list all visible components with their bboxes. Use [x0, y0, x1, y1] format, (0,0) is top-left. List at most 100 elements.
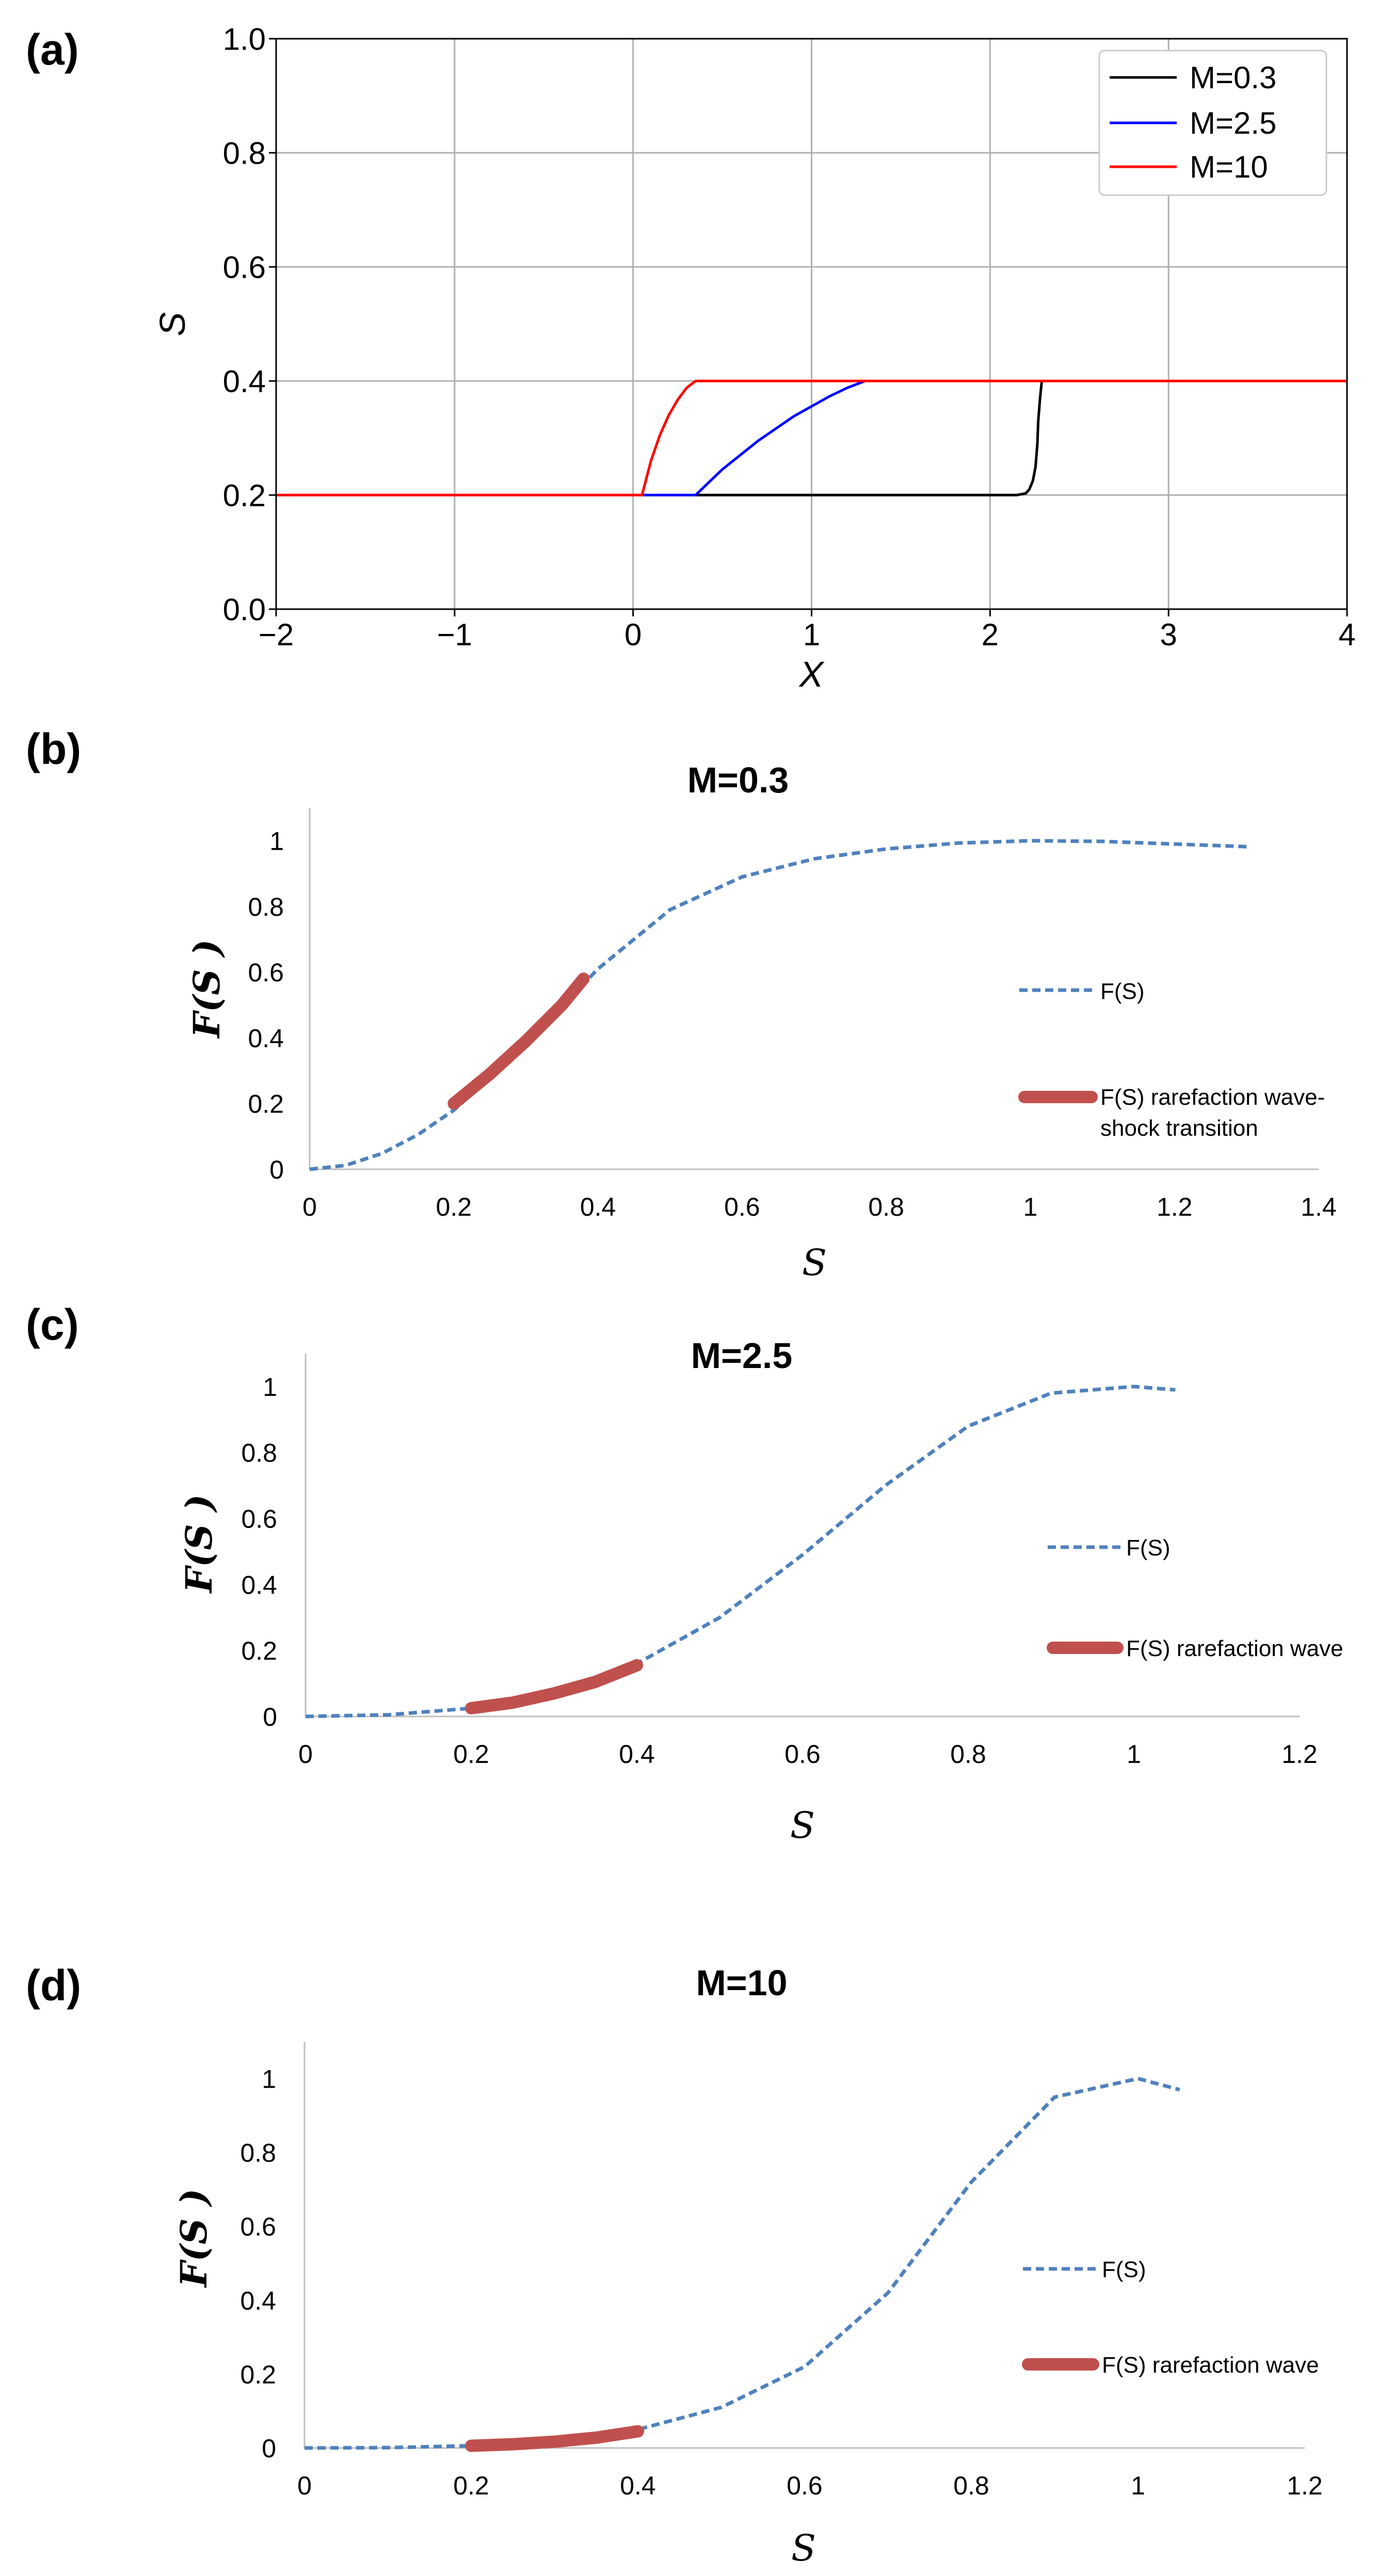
y-tick-label: 1: [262, 2065, 276, 2094]
legend-label-fs-b: F(S): [1100, 979, 1145, 1004]
chart-title-c: M=2.5: [691, 1335, 793, 1376]
legend-label-m10: M=10: [1190, 150, 1268, 184]
panel-a: (a) −2 −1 0 1 2 3 4 0.0 0.2 0.4 0.6 0.8 1.0 X S M=0…: [26, 22, 1356, 694]
y-tick-label: 0: [263, 1703, 277, 1731]
legend-d: F(S) F(S) rarefaction wave: [1022, 2257, 1319, 2378]
x-tick-label: 0.8: [950, 1740, 986, 1769]
y-ticks-a: 0.0 0.2 0.4 0.6 0.8 1.0: [223, 22, 276, 627]
series-line-m-2-5: [276, 379, 1347, 497]
chart-title-d: M=10: [696, 1963, 787, 2003]
x-tick-label: 4: [1338, 617, 1355, 652]
series-line-rarefaction-thick: [465, 2425, 644, 2452]
panel-c: (c) M=2.5 0 0.2 0.4 0.6 0.8 1 1.2 0 0.2 0.4 0.6 0.…: [26, 1300, 1343, 1847]
x-tick-label: 0.8: [953, 2471, 989, 2500]
y-tick-label: 0.6: [241, 1505, 277, 1534]
x-tick-label: 0: [302, 1192, 317, 1221]
y-tick-label: 0.4: [241, 1570, 277, 1599]
legend-label-rarefaction-c: F(S) rarefaction wave: [1126, 1636, 1343, 1661]
legend-c: F(S) F(S) rarefaction wave: [1047, 1535, 1343, 1661]
x-tick-label: 0.4: [619, 1740, 655, 1769]
x-tick-label: 0: [297, 2471, 312, 2500]
x-axis-label-b: S: [802, 1242, 827, 1284]
x-tick-label: 2: [982, 617, 999, 652]
x-axis-label-c: S: [790, 1804, 815, 1847]
y-axis-label-a: S: [152, 312, 193, 337]
series-line-m-0-3: [276, 379, 1347, 497]
y-tick-label: 0.6: [223, 250, 266, 285]
series-lines-b: [309, 839, 1247, 1171]
y-ticks-b: 0 0.2 0.4 0.6 0.8 1: [248, 827, 284, 1184]
y-tick-label: 0.6: [240, 2213, 276, 2241]
x-tick-label: 1.4: [1301, 1192, 1337, 1221]
y-tick-label: 0.2: [248, 1090, 284, 1119]
legend-label-fs-c: F(S): [1126, 1535, 1171, 1561]
panel-label-a: (a): [26, 25, 79, 74]
x-tick-label: 3: [1160, 617, 1177, 652]
series-line-fs-dashed: [309, 839, 1247, 1171]
x-ticks-d: 0 0.2 0.4 0.6 0.8 1 1.2: [297, 2471, 1323, 2500]
legend-label-fs-d: F(S): [1102, 2257, 1146, 2282]
panel-b: (b) M=0.3 0 0.2 0.4 0.6 0.8 1 1.2 1.4 0 0.2 0.4 0.…: [26, 725, 1337, 1284]
y-ticks-d: 0 0.2 0.4 0.6 0.8 1: [240, 2065, 276, 2463]
x-tick-label: 1: [803, 617, 820, 652]
panel-label-d: (d): [26, 1961, 81, 2010]
x-tick-label: −2: [259, 617, 294, 652]
series-line-fs-dashed: [304, 2076, 1180, 2450]
series-line-rarefaction-thick: [447, 972, 590, 1110]
x-tick-label: 1: [1127, 1740, 1141, 1769]
legend-label-m25: M=2.5: [1190, 106, 1276, 140]
x-ticks-a: −2 −1 0 1 2 3 4: [259, 609, 1356, 652]
y-axis-label-d: F(S ): [172, 2189, 215, 2288]
y-tick-label: 0.8: [223, 136, 266, 171]
series-line-rarefaction-thick: [465, 1659, 643, 1714]
x-tick-label: 1.2: [1157, 1192, 1193, 1221]
y-tick-label: 0: [269, 1155, 284, 1184]
legend-label-rarefaction-b: F(S) rarefaction wave- shock transition: [1100, 1085, 1331, 1141]
y-tick-label: 0.8: [248, 893, 284, 921]
y-tick-label: 0.2: [223, 479, 266, 513]
y-tick-label: 0.4: [248, 1024, 284, 1053]
y-tick-label: 0.8: [241, 1439, 277, 1468]
series-lines-a: [276, 379, 1347, 497]
x-tick-label: 0.6: [724, 1192, 760, 1221]
y-tick-label: 0.0: [223, 593, 266, 627]
legend-label-rarefaction-b-line2: shock transition: [1100, 1116, 1258, 1141]
x-tick-label: 0.8: [868, 1192, 904, 1221]
legend-a: M=0.3 M=2.5 M=10: [1098, 50, 1327, 196]
panel-d: (d) M=10 0 0.2 0.4 0.6 0.8 1 1.2 0 0.2 0.4 0.6 0.8…: [26, 1961, 1323, 2569]
legend-box-a: [1098, 50, 1327, 196]
x-tick-label: −1: [437, 617, 472, 652]
x-tick-label: 0.6: [787, 2471, 823, 2500]
series-line-fs-dashed: [305, 1385, 1176, 1719]
x-axis-label-d: S: [791, 2527, 816, 2569]
panel-label-b: (b): [26, 725, 81, 773]
x-tick-label: 0.2: [453, 2471, 489, 2500]
y-tick-label: 0: [262, 2434, 276, 2463]
y-tick-label: 0.2: [240, 2360, 276, 2389]
chart-title-b: M=0.3: [687, 760, 789, 800]
x-tick-label: 1: [1131, 2471, 1145, 2500]
x-tick-label: 0.4: [580, 1192, 616, 1221]
y-tick-label: 0.2: [241, 1636, 277, 1665]
x-tick-label: 0.4: [620, 2471, 656, 2500]
y-axis-label-b: F(S ): [185, 940, 228, 1039]
y-axis-label-c: F(S ): [178, 1494, 220, 1594]
x-ticks-c: 0 0.2 0.4 0.6 0.8 1 1.2: [298, 1740, 1318, 1769]
y-tick-label: 0.8: [240, 2139, 276, 2168]
x-tick-label: 1: [1023, 1192, 1038, 1221]
series-lines-d: [304, 2076, 1180, 2452]
legend-label-rarefaction-d: F(S) rarefaction wave: [1102, 2352, 1319, 2378]
y-tick-label: 1: [269, 827, 284, 856]
y-tick-label: 1: [263, 1373, 277, 1402]
legend-label-m03: M=0.3: [1190, 60, 1276, 95]
x-tick-label: 0: [298, 1740, 313, 1769]
y-tick-label: 0.4: [240, 2286, 276, 2315]
x-tick-label: 1.2: [1287, 2471, 1323, 2500]
y-tick-label: 0.6: [248, 958, 284, 987]
panel-label-c: (c): [26, 1300, 79, 1349]
legend-b: F(S) F(S) rarefaction wave- shock transi…: [1018, 979, 1331, 1141]
series-lines-c: [305, 1385, 1176, 1719]
x-tick-label: 0.6: [784, 1740, 821, 1769]
x-tick-label: 0.2: [453, 1740, 489, 1769]
